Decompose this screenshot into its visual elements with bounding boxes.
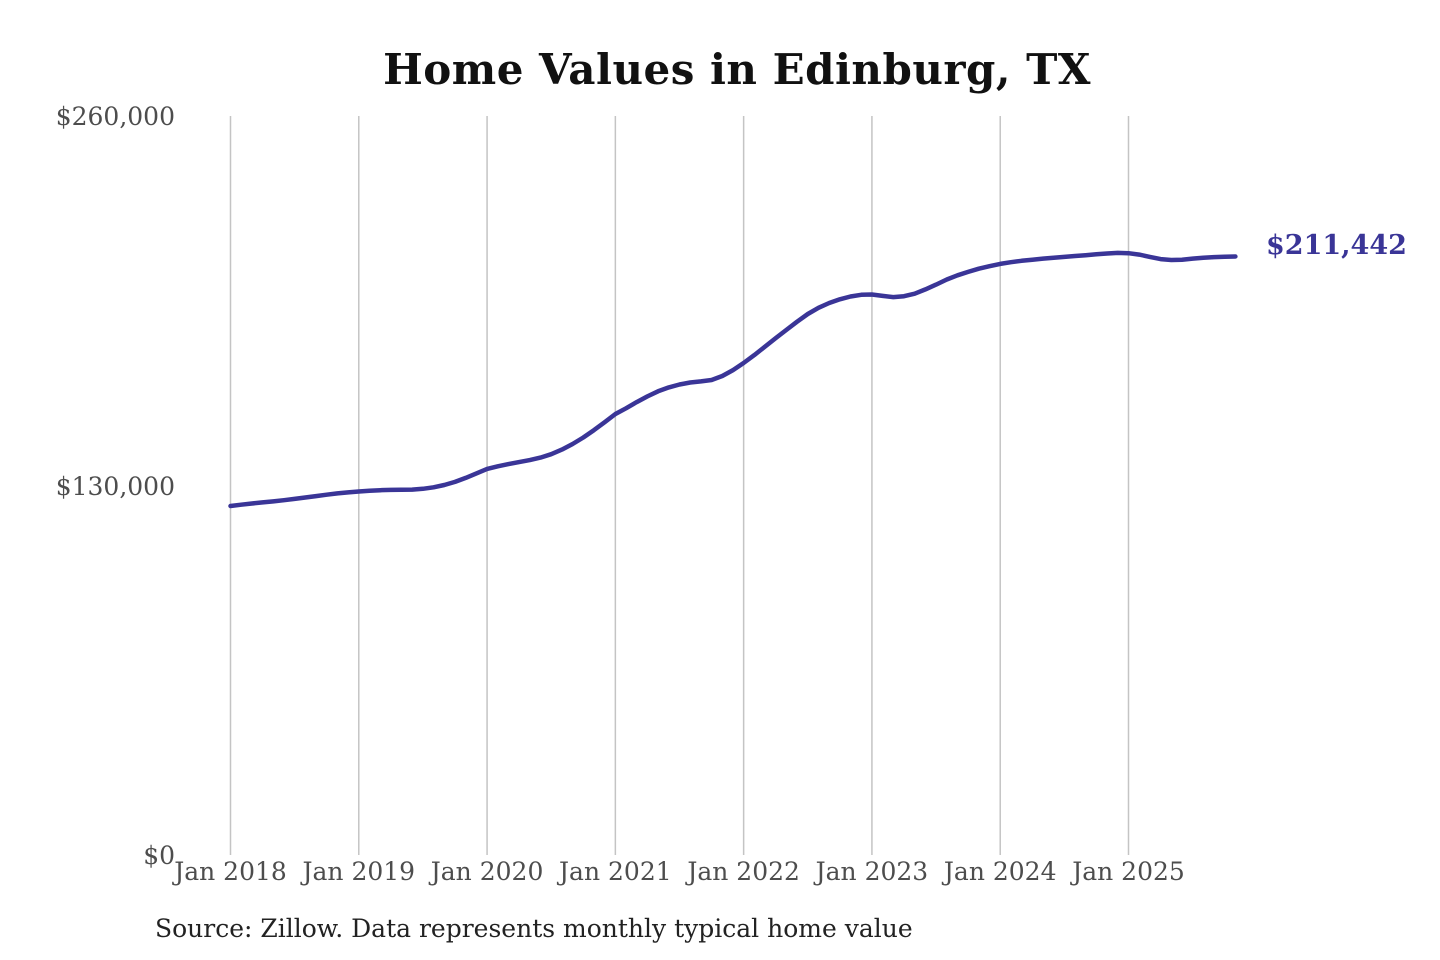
x-axis-tick-jan-2023: Jan 2023 xyxy=(815,857,929,886)
x-axis-tick-jan-2018: Jan 2018 xyxy=(174,857,287,886)
home-value-series-line xyxy=(228,250,1238,509)
latest-value-label: $211,442 xyxy=(1266,230,1407,261)
source-note: Source: Zillow. Data represents monthly … xyxy=(155,914,913,943)
y-axis-tick-130000: $130,000 xyxy=(55,472,175,501)
x-axis-tick-jan-2019: Jan 2019 xyxy=(302,857,416,886)
y-axis-tick-0: $0 xyxy=(143,841,175,870)
x-axis-tick-jan-2022: Jan 2022 xyxy=(687,857,800,886)
x-axis-tick-jan-2020: Jan 2020 xyxy=(430,857,544,886)
x-axis-tick-jan-2021: Jan 2021 xyxy=(559,857,672,886)
x-axis-tick-jan-2025: Jan 2025 xyxy=(1072,857,1185,886)
y-axis-tick-260000: $260,000 xyxy=(55,102,175,131)
chart-title: Home Values in Edinburg, TX xyxy=(383,45,1091,94)
x-axis-tick-jan-2024: Jan 2024 xyxy=(943,857,1057,886)
